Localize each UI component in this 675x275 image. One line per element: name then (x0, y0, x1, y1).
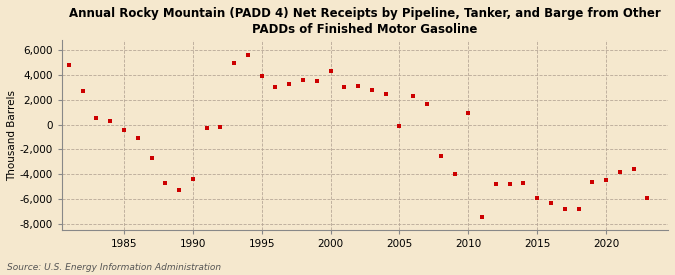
Text: Source: U.S. Energy Information Administration: Source: U.S. Energy Information Administ… (7, 263, 221, 272)
Point (532, 196, 543, 200)
Point (642, 196, 653, 200)
Point (573, 207, 584, 211)
Point (614, 169, 625, 174)
Point (160, 181, 171, 185)
Point (601, 178, 612, 183)
Point (119, 127, 130, 132)
Point (146, 156, 157, 160)
Point (422, 101, 433, 106)
Point (518, 181, 529, 185)
Point (91, 116, 102, 120)
Point (587, 179, 597, 184)
Point (353, 84, 364, 88)
Point (229, 60, 240, 65)
Point (408, 94, 418, 98)
Point (380, 91, 391, 96)
Y-axis label: Thousand Barrels: Thousand Barrels (7, 90, 17, 181)
Point (188, 177, 198, 181)
Point (173, 188, 184, 192)
Point (545, 200, 556, 205)
Point (105, 119, 115, 123)
Point (560, 207, 570, 211)
Point (435, 153, 446, 158)
Point (504, 182, 515, 186)
Title: Annual Rocky Mountain (PADD 4) Net Receipts by Pipeline, Tanker, and Barge from : Annual Rocky Mountain (PADD 4) Net Recei… (69, 7, 661, 37)
Point (298, 78, 308, 82)
Point (367, 88, 377, 92)
Point (394, 123, 405, 128)
Point (256, 74, 267, 78)
Point (284, 81, 295, 86)
Point (215, 125, 226, 129)
Point (77, 89, 88, 93)
Point (491, 182, 502, 186)
Point (270, 85, 281, 90)
Point (463, 111, 474, 116)
Point (132, 136, 143, 140)
Point (311, 79, 322, 83)
Point (63, 63, 74, 67)
Point (201, 126, 212, 130)
Point (449, 172, 460, 176)
Point (325, 69, 336, 73)
Point (242, 53, 253, 57)
Point (339, 85, 350, 90)
Point (477, 215, 487, 220)
Point (628, 167, 639, 171)
